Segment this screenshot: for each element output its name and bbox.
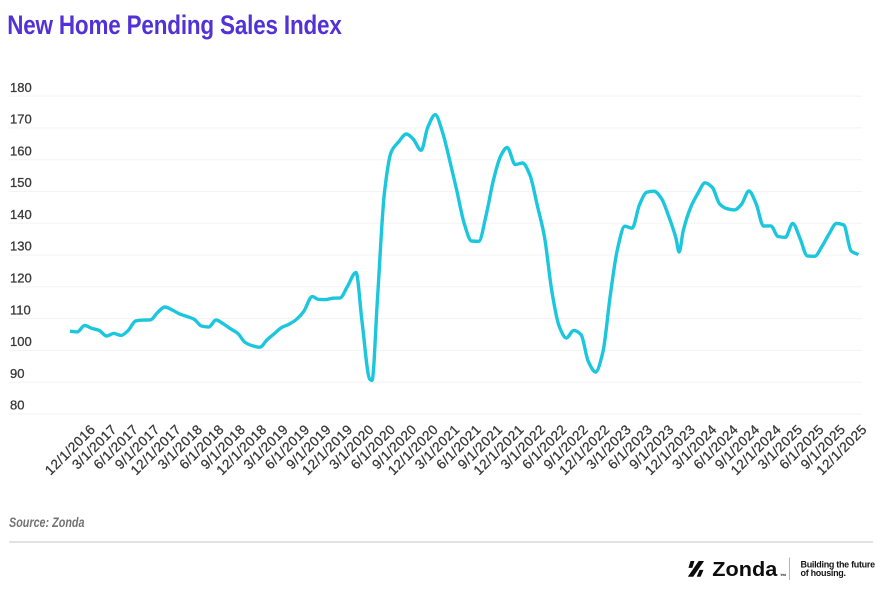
svg-text:100: 100 bbox=[10, 334, 32, 349]
svg-text:130: 130 bbox=[10, 239, 32, 254]
svg-text:90: 90 bbox=[10, 366, 24, 381]
svg-text:120: 120 bbox=[10, 271, 32, 286]
svg-text:Zonda: Zonda bbox=[712, 559, 778, 581]
svg-text:of housing.: of housing. bbox=[801, 568, 846, 578]
svg-text:140: 140 bbox=[10, 207, 32, 222]
svg-text:New Home Pending Sales Index: New Home Pending Sales Index bbox=[7, 10, 342, 40]
svg-text:80: 80 bbox=[10, 398, 24, 413]
svg-text:170: 170 bbox=[10, 112, 32, 127]
svg-text:150: 150 bbox=[10, 175, 32, 190]
svg-text:180: 180 bbox=[10, 80, 32, 95]
svg-text:Building the future: Building the future bbox=[801, 559, 876, 569]
svg-text:™: ™ bbox=[780, 573, 787, 580]
svg-text:Source: Zonda: Source: Zonda bbox=[9, 514, 85, 530]
svg-text:160: 160 bbox=[10, 143, 32, 158]
svg-text:110: 110 bbox=[10, 302, 31, 317]
